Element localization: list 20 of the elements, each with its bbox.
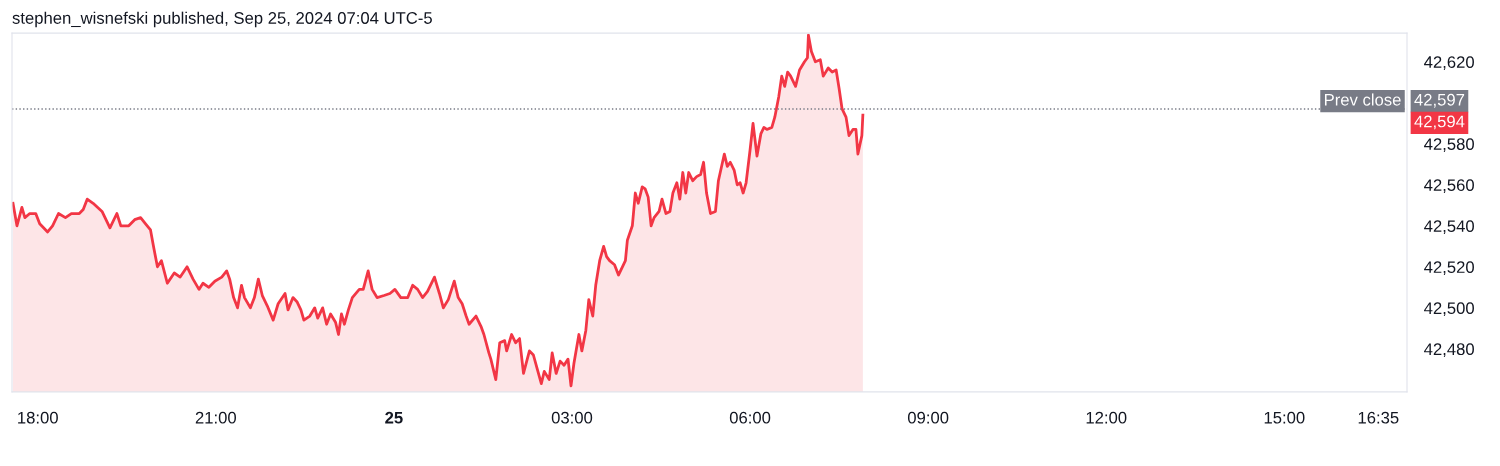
x-tick-label: 18:00 xyxy=(18,411,58,424)
chart-title: stephen_wisnefski published, Sep 25, 2024 07:04 UTC-5 xyxy=(12,11,432,28)
y-tick-label: 42,480 xyxy=(1424,343,1474,358)
y-tick-label: 42,520 xyxy=(1424,261,1474,275)
y-tick-label: 42,580 xyxy=(1424,138,1474,152)
text: 42,597 xyxy=(1414,93,1465,108)
x-tick-label: 15:00 xyxy=(1264,411,1305,424)
x-tick-label: 12:00 xyxy=(1086,411,1127,424)
x-tick-label: 06:00 xyxy=(729,411,771,424)
y-tick-label: 42,500 xyxy=(1424,302,1474,317)
x-tick-label: 25 xyxy=(385,411,403,424)
ref-line-label: Prev close xyxy=(1324,93,1401,106)
text: 42,594 xyxy=(1414,115,1465,130)
y-tick-label: 42,560 xyxy=(1424,179,1474,193)
x-tick-label: 16:35 xyxy=(1358,411,1399,424)
y-tick-label: 42,540 xyxy=(1424,220,1474,234)
x-tick-label: 21:00 xyxy=(195,411,237,424)
x-tick-label: 03:00 xyxy=(551,411,593,424)
x-tick-label: 09:00 xyxy=(907,411,949,424)
y-tick-label: 42,620 xyxy=(1424,56,1474,70)
